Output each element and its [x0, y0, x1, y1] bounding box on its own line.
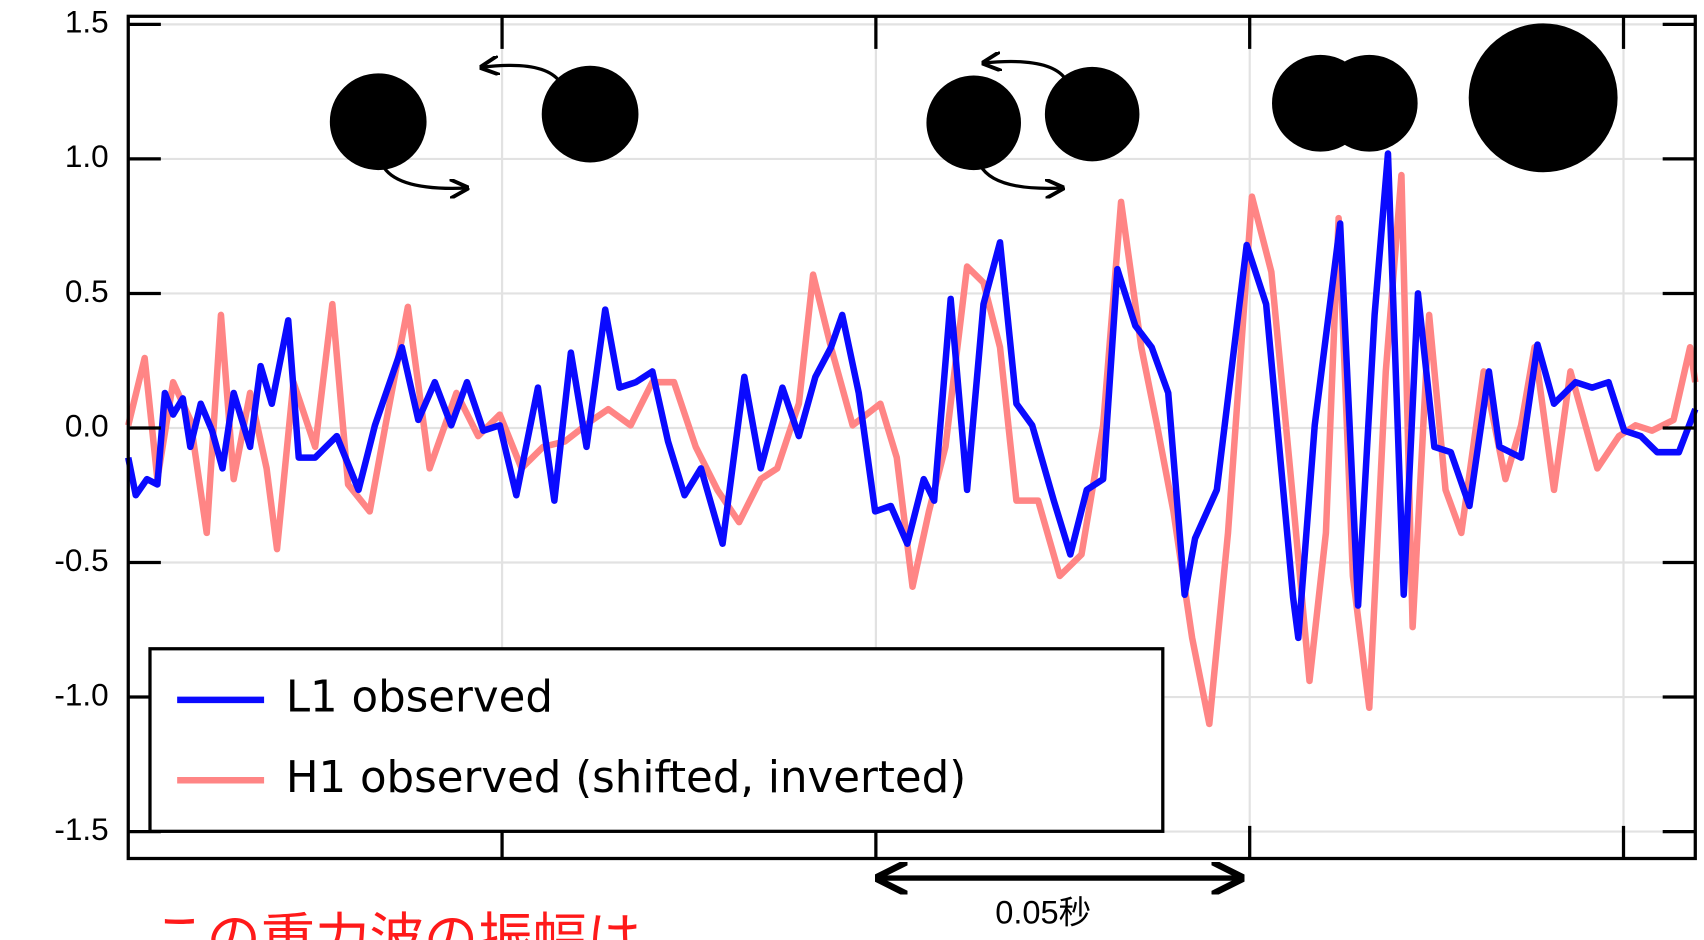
scale-label: 0.05秒 [995, 894, 1091, 931]
black-holes [329, 23, 1618, 188]
series-line [125, 171, 1699, 728]
y-tick-label: -1.5 [54, 811, 108, 847]
y-tick-label: 0.5 [65, 273, 109, 309]
legend-box [148, 647, 1165, 833]
ticks-layer: 1.5 1.0 0.5 0.0 -0.5 -1.0 -1.5 [54, 4, 1696, 859]
legend: L1 observed H1 observed (shifted, inverte… [148, 647, 1165, 833]
lines-layer [125, 150, 1699, 728]
y-tick-label: -0.5 [54, 542, 108, 578]
y-tick-label: 1.0 [65, 138, 109, 174]
series-line [125, 150, 1699, 642]
legend-label: L1 observed [286, 672, 553, 722]
caption: この重力波の振幅は [152, 909, 641, 940]
legend-label: H1 observed (shifted, inverted) [286, 753, 966, 803]
y-tick-label: 1.5 [65, 4, 109, 40]
plot-frame [126, 14, 1697, 861]
y-tick-label: -1.0 [54, 676, 108, 712]
y-tick-label: 0.0 [65, 407, 109, 443]
